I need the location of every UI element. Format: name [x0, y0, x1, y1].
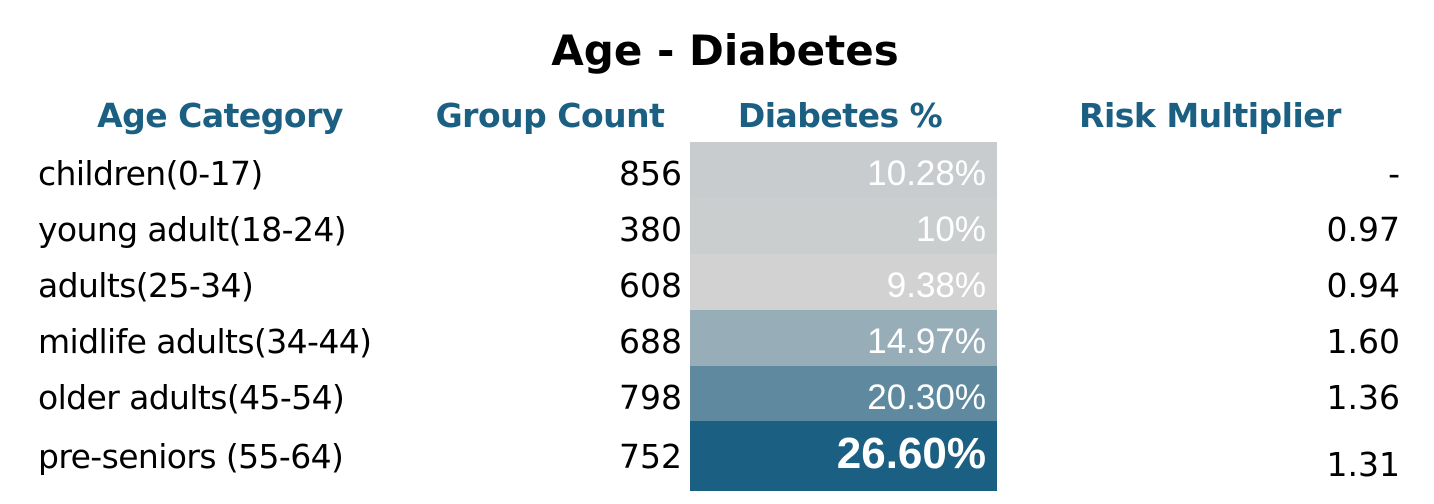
age-category-cell: children(0-17): [38, 154, 263, 193]
risk-multiplier-cell: 0.94: [1326, 266, 1400, 305]
diabetes-pct-label: 9.38%: [886, 266, 986, 305]
risk-multiplier-cell: 1.60: [1326, 322, 1400, 361]
table-row: pre-seniors (55-64) 752 26.60% 1.31: [0, 421, 1434, 491]
risk-multiplier-cell: 0.97: [1326, 210, 1400, 249]
header-risk-multiplier: Risk Multiplier: [1079, 96, 1341, 135]
age-category-cell: pre-seniors (55-64): [38, 437, 344, 476]
group-count-cell: 798: [619, 378, 682, 417]
risk-multiplier-cell: -: [1388, 154, 1400, 193]
age-category-cell: adults(25-34): [38, 266, 254, 305]
table-row: midlife adults(34-44) 688 14.97% 1.60: [0, 310, 1434, 366]
table-row: older adults(45-54) 798 20.30% 1.36: [0, 366, 1434, 421]
risk-multiplier-cell: 1.31: [1326, 445, 1400, 484]
diabetes-pct-heat-cell: [690, 142, 997, 198]
diabetes-pct-label: 10%: [915, 210, 986, 249]
age-category-cell: older adults(45-54): [38, 378, 345, 417]
header-age-category: Age Category: [97, 96, 343, 135]
group-count-cell: 856: [619, 154, 682, 193]
group-count-cell: 380: [619, 210, 682, 249]
risk-multiplier-cell: 1.36: [1326, 378, 1400, 417]
diabetes-pct-heat-cell: [690, 198, 997, 254]
group-count-cell: 688: [619, 322, 682, 361]
age-category-cell: young adult(18-24): [38, 210, 347, 249]
diabetes-pct-label: 14.97%: [867, 322, 986, 361]
age-category-cell: midlife adults(34-44): [38, 322, 372, 361]
diabetes-pct-label: 20.30%: [867, 378, 986, 417]
diabetes-pct-heat-cell: [690, 421, 997, 491]
group-count-cell: 608: [619, 266, 682, 305]
table-row: adults(25-34) 608 9.38% 0.94: [0, 254, 1434, 310]
diabetes-pct-heat-cell: [690, 254, 997, 310]
table-row: young adult(18-24) 380 10% 0.97: [0, 198, 1434, 254]
diabetes-pct-label: 10.28%: [867, 154, 986, 193]
header-group-count: Group Count: [435, 96, 665, 135]
chart-title: Age - Diabetes: [551, 26, 899, 75]
group-count-cell: 752: [619, 437, 682, 476]
diabetes-pct-heat-cell: [690, 310, 997, 366]
header-diabetes-pct: Diabetes %: [737, 96, 943, 135]
diabetes-pct-heat-cell: [690, 366, 997, 421]
table-row: children(0-17) 856 10.28% -: [0, 142, 1434, 198]
diabetes-pct-label: 26.60%: [836, 429, 986, 478]
